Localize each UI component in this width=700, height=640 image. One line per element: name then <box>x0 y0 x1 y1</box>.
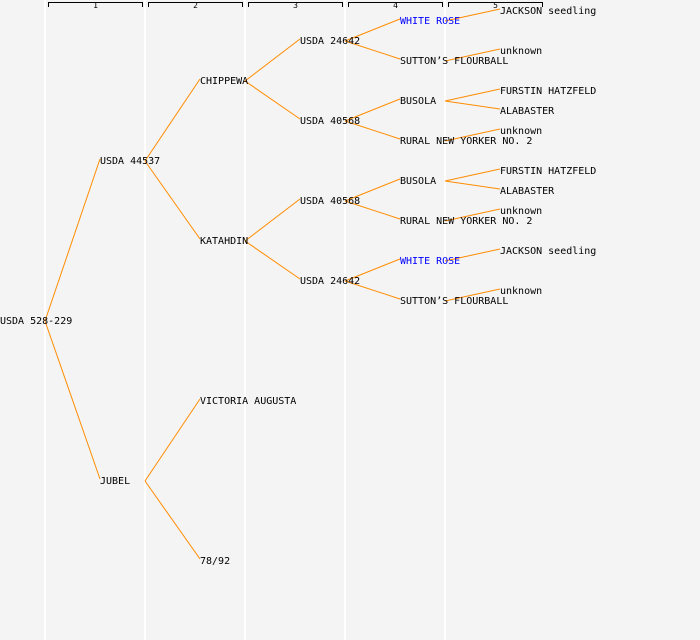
pedigree-line <box>244 198 301 242</box>
pedigree-line <box>144 160 201 240</box>
pedigree-node[interactable]: USDA 24642 <box>300 276 361 287</box>
generation-number: 1 <box>93 1 98 10</box>
pedigree-node[interactable]: JUBEL <box>100 476 131 487</box>
pedigree-line <box>144 480 201 560</box>
pedigree-line <box>44 320 101 480</box>
pedigree-line <box>244 38 301 82</box>
pedigree-node[interactable]: JACKSON seedling <box>500 6 597 17</box>
pedigree-line <box>444 8 501 22</box>
column-separator <box>444 0 446 640</box>
generation-header: 1 <box>48 1 143 10</box>
pedigree-node[interactable]: FURSTIN HATZFELD <box>500 166 597 177</box>
pedigree-node[interactable]: USDA 24642 <box>300 36 361 47</box>
pedigree-line <box>444 208 501 222</box>
column-separator <box>144 0 146 640</box>
pedigree-line <box>244 240 301 280</box>
pedigree-line <box>444 48 501 62</box>
pedigree-node[interactable]: ALABASTER <box>500 106 555 117</box>
pedigree-line <box>344 18 401 42</box>
pedigree-node[interactable]: BUSOLA <box>400 96 437 107</box>
pedigree-line <box>344 258 401 282</box>
generation-number: 4 <box>393 1 398 10</box>
generation-number: 3 <box>293 1 298 10</box>
pedigree-line <box>344 120 401 140</box>
pedigree-line <box>444 128 501 142</box>
pedigree-node[interactable]: KATAHDIN <box>200 236 249 247</box>
generation-header: 2 <box>148 1 243 10</box>
column-separator <box>344 0 346 640</box>
pedigree-node[interactable]: VICTORIA AUGUSTA <box>200 396 297 407</box>
pedigree-node[interactable]: unknown <box>500 206 543 217</box>
pedigree-node[interactable]: CHIPPEWA <box>200 76 249 87</box>
pedigree-line <box>344 178 401 202</box>
pedigree-node[interactable]: JACKSON seedling <box>500 246 597 257</box>
pedigree-line <box>244 80 301 120</box>
pedigree-node[interactable]: unknown <box>500 126 543 137</box>
pedigree-node[interactable]: WHITE ROSE <box>400 16 461 27</box>
pedigree-node[interactable]: USDA 40568 <box>300 196 361 207</box>
pedigree-node[interactable]: USDA 44537 <box>100 156 161 167</box>
pedigree-node[interactable]: WHITE ROSE <box>400 256 461 267</box>
pedigree-line <box>444 248 501 262</box>
pedigree-node[interactable]: ALABASTER <box>500 186 555 197</box>
pedigree-line <box>444 88 501 102</box>
pedigree-node[interactable]: unknown <box>500 286 543 297</box>
pedigree-line <box>444 180 501 190</box>
generation-header: 3 <box>248 1 343 10</box>
pedigree-node[interactable]: FURSTIN HATZFELD <box>500 86 597 97</box>
pedigree-line <box>344 200 401 220</box>
pedigree-node[interactable]: SUTTON’S FLOURBALL <box>400 56 509 67</box>
pedigree-line <box>44 158 101 322</box>
generation-number: 2 <box>193 1 198 10</box>
pedigree-line <box>144 78 201 162</box>
generation-header: 4 <box>348 1 443 10</box>
pedigree-node[interactable]: BUSOLA <box>400 176 437 187</box>
pedigree-line <box>144 398 201 482</box>
pedigree-node[interactable]: RURAL NEW YORKER NO. 2 <box>400 216 533 227</box>
pedigree-node[interactable]: SUTTON’S FLOURBALL <box>400 296 509 307</box>
generation-number: 5 <box>493 1 498 10</box>
generation-header: 5 <box>448 1 543 10</box>
pedigree-node[interactable]: USDA 40568 <box>300 116 361 127</box>
column-separator <box>244 0 246 640</box>
pedigree-node[interactable]: RURAL NEW YORKER NO. 2 <box>400 136 533 147</box>
pedigree-line <box>444 100 501 110</box>
pedigree-line <box>344 98 401 122</box>
pedigree-line <box>444 168 501 182</box>
pedigree-node[interactable]: 78/92 <box>200 556 231 567</box>
pedigree-line <box>344 40 401 60</box>
pedigree-node[interactable]: USDA 528-229 <box>0 316 73 327</box>
pedigree-line <box>444 288 501 302</box>
pedigree-line <box>344 280 401 300</box>
pedigree-node[interactable]: unknown <box>500 46 543 57</box>
